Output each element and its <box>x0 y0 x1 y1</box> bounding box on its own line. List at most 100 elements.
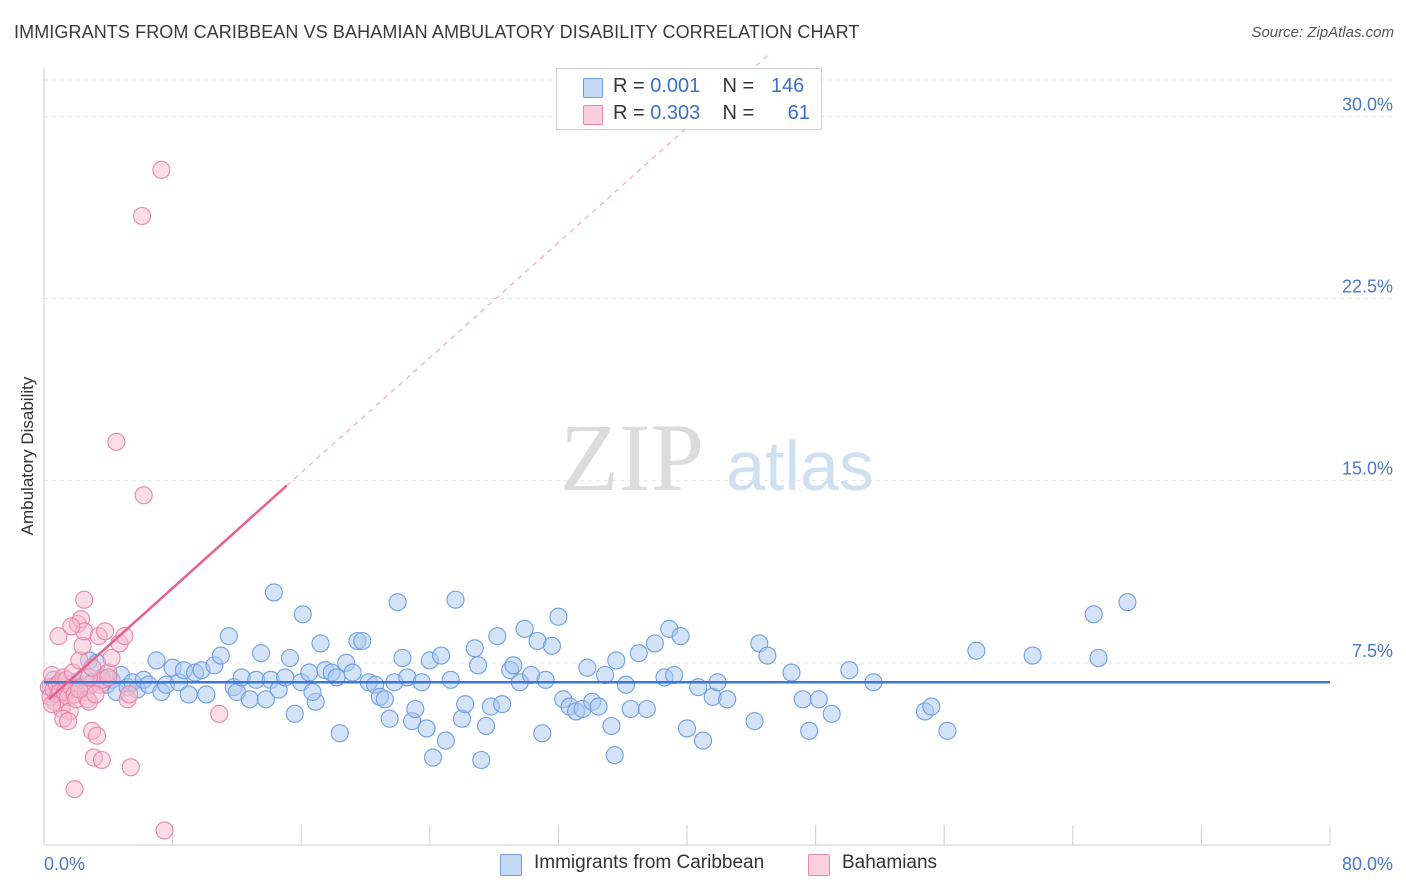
bahamian-point <box>75 590 94 609</box>
caribbean-point <box>477 716 496 736</box>
watermark-atlas: atlas <box>726 427 874 505</box>
caribbean-point <box>211 646 230 665</box>
caribbean-point <box>446 590 465 609</box>
caribbean-point <box>616 675 635 694</box>
legend-swatch-bahamians <box>808 854 830 876</box>
x-tick-label: 0.0% <box>44 854 85 874</box>
bahamian-point <box>65 780 84 799</box>
caribbean-point <box>493 695 512 714</box>
caribbean-point <box>380 709 399 728</box>
swatch-bahamians <box>583 105 603 125</box>
caribbean-point <box>240 690 259 709</box>
caribbean-point <box>1023 646 1042 665</box>
caribbean-point <box>745 712 764 731</box>
bahamian-point <box>62 617 81 636</box>
bahamian-point <box>107 432 126 451</box>
caribbean-point <box>1084 605 1103 624</box>
swatch-caribbean <box>583 78 603 98</box>
caribbean-point <box>1089 648 1108 668</box>
caribbean-point <box>605 746 624 765</box>
caribbean-point <box>800 721 819 740</box>
caribbean-point <box>629 644 648 663</box>
caribbean-point <box>436 731 455 750</box>
caribbean-point <box>388 593 407 612</box>
watermark: ZIP atlas <box>560 404 874 511</box>
caribbean-point <box>197 685 216 704</box>
x-tick-label: 80.0% <box>1342 854 1393 874</box>
caribbean-point <box>256 690 275 709</box>
caribbean-point <box>607 651 626 670</box>
bahamian-point <box>120 685 139 704</box>
bahamian-point <box>121 758 140 777</box>
caribbean-point <box>809 690 828 709</box>
n-value-caribbean: 146 <box>770 75 805 97</box>
caribbean-point <box>621 699 640 719</box>
bahamian-point <box>133 206 152 226</box>
caribbean-point <box>303 682 322 702</box>
bahamian-point <box>152 160 171 179</box>
caribbean-point <box>311 634 330 653</box>
caribbean-point <box>967 641 986 660</box>
bahamian-point <box>86 685 105 704</box>
n-label: N = <box>722 75 755 97</box>
trendline-bahamians-extension <box>286 55 768 487</box>
bahamian-point <box>49 627 68 646</box>
caribbean-point <box>472 750 491 770</box>
caribbean-point <box>504 656 523 675</box>
y-tick-label: 7.5% <box>1352 641 1393 661</box>
caribbean-point <box>637 699 656 719</box>
caribbean-point <box>840 661 859 680</box>
caribbean-point <box>179 685 198 704</box>
caribbean-point <box>782 663 801 682</box>
caribbean-point <box>375 690 394 709</box>
bahamian-point <box>96 622 115 641</box>
caribbean-point <box>353 631 372 651</box>
y-tick-label: 15.0% <box>1342 459 1393 479</box>
caribbean-point <box>406 699 425 719</box>
caribbean-point <box>251 644 271 663</box>
legend-label-caribbean: Immigrants from Caribbean <box>534 852 765 873</box>
caribbean-point <box>293 605 312 624</box>
bahamian-point <box>115 627 134 646</box>
caribbean-point <box>1118 593 1137 612</box>
caribbean-point <box>822 704 841 723</box>
caribbean-point <box>441 670 460 689</box>
caribbean-point <box>922 697 941 716</box>
n-value-bahamians: 61 <box>787 102 810 124</box>
bahamian-point <box>87 726 107 745</box>
caribbean-point <box>758 646 777 665</box>
caribbean-point <box>578 658 597 677</box>
caribbean-point <box>300 663 319 682</box>
caribbean-point <box>718 690 737 709</box>
bahamian-point <box>102 648 121 668</box>
caribbean-point <box>595 665 615 685</box>
r-value-bahamians: 0.303 <box>650 102 701 124</box>
r-value-caribbean: 0.001 <box>650 75 701 97</box>
caribbean-point <box>533 724 552 743</box>
caribbean-point <box>665 665 684 685</box>
caribbean-point <box>671 627 690 646</box>
caribbean-point <box>280 648 299 668</box>
caribbean-point <box>417 719 436 738</box>
caribbean-point <box>465 639 484 658</box>
caribbean-point <box>589 697 608 716</box>
bahamian-point <box>134 486 153 505</box>
bahamian-point <box>210 704 229 723</box>
caribbean-point <box>536 670 555 689</box>
caribbean-point <box>694 731 713 750</box>
caribbean-point <box>677 719 697 738</box>
n-label: N = <box>722 102 755 124</box>
caribbean-point <box>938 721 957 740</box>
r-label: R = <box>613 102 645 124</box>
caribbean-point <box>393 648 412 668</box>
source-label: Source: ZipAtlas.com <box>1251 24 1394 41</box>
caribbean-point <box>645 634 664 653</box>
caribbean-point <box>542 636 562 655</box>
stats-legend: R = 0.001 N = 146 R = 0.303 N = 61 <box>556 68 822 130</box>
caribbean-point <box>343 663 362 682</box>
caribbean-point <box>456 695 475 714</box>
caribbean-point <box>219 627 238 646</box>
caribbean-point <box>423 748 443 767</box>
legend-label-bahamians: Bahamians <box>842 852 938 873</box>
